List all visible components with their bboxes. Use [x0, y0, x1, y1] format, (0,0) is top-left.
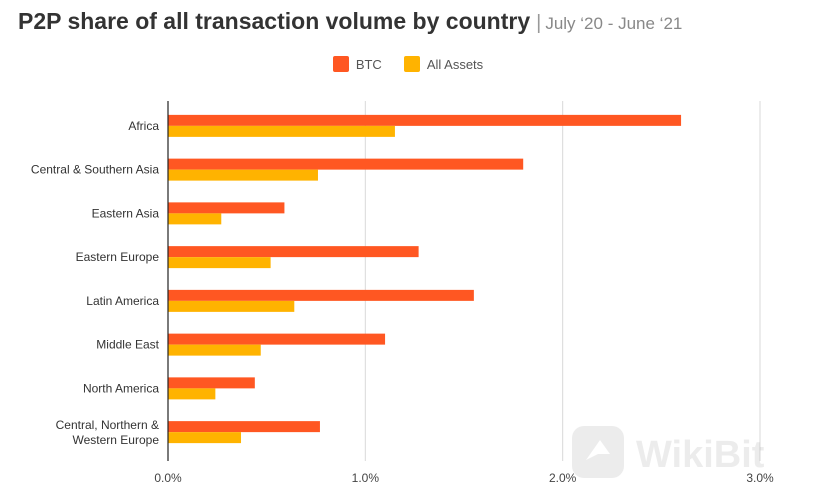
category-label-central-northern-western-europe: Central, Northern & Western Europe [56, 418, 160, 447]
title-separator: | [536, 12, 542, 34]
bar-btc-north-america [168, 377, 255, 389]
legend-label-all-assets: All Assets [426, 56, 484, 72]
bar-all-assets-latin-america [168, 300, 295, 312]
chart-bars [168, 114, 682, 444]
bar-btc-africa [168, 114, 682, 126]
bar-all-assets-eastern-europe [168, 257, 271, 269]
legend-swatch-btc [332, 56, 349, 72]
bar-btc-eastern-asia [168, 202, 285, 214]
chart-legend: BTC All Assets [0, 56, 816, 72]
chart-title: P2P share of all transaction volume by c… [18, 8, 531, 34]
x-tick-label: 1.0% [352, 471, 380, 485]
bar-all-assets-north-america [168, 388, 216, 400]
bar-btc-latin-america [168, 289, 474, 301]
watermark-logo: WikiBit [572, 426, 765, 478]
x-tick-labels: 0.0% 1.0% 2.0% 3.0% [154, 471, 774, 485]
bar-all-assets-middle-east [168, 344, 261, 356]
bar-all-assets-eastern-asia [168, 213, 222, 225]
legend-label-btc: BTC [355, 56, 382, 72]
watermark-logo-icon [572, 426, 624, 478]
chart-subtitle: July ‘20 - June ‘21 [545, 14, 683, 33]
x-tick-label: 3.0% [746, 471, 774, 485]
chart-title-block: P2P share of all transaction volume by c… [18, 8, 682, 35]
bar-btc-eastern-europe [168, 246, 419, 258]
category-label-north-america: North America [83, 381, 159, 395]
legend-item-all-assets: All Assets [403, 56, 484, 72]
bar-all-assets-africa [168, 125, 395, 137]
chart-gridlines [364, 101, 761, 461]
category-label-latin-america: Latin America [86, 294, 159, 308]
category-label-central-southern-asia: Central & Southern Asia [31, 163, 159, 177]
legend-swatch-all-assets [403, 56, 420, 72]
x-tick-label: 0.0% [154, 471, 182, 485]
bar-btc-central-northern-western-europe [168, 421, 320, 433]
category-label-eastern-europe: Eastern Europe [76, 250, 160, 264]
category-label-africa: Africa [128, 119, 159, 133]
category-label-middle-east: Middle East [96, 338, 159, 352]
x-tick-label: 2.0% [549, 471, 577, 485]
legend-item-btc: BTC [332, 56, 382, 72]
bar-btc-middle-east [168, 333, 386, 345]
category-labels: Africa Central & Southern Asia Eastern Asi… [31, 119, 160, 447]
bar-btc-central-southern-asia [168, 158, 524, 170]
bar-all-assets-central-southern-asia [168, 169, 318, 181]
category-label-eastern-asia: Eastern Asia [92, 206, 160, 220]
watermark-text: WikiBit [636, 434, 765, 476]
bar-all-assets-central-northern-western-europe [168, 432, 242, 444]
